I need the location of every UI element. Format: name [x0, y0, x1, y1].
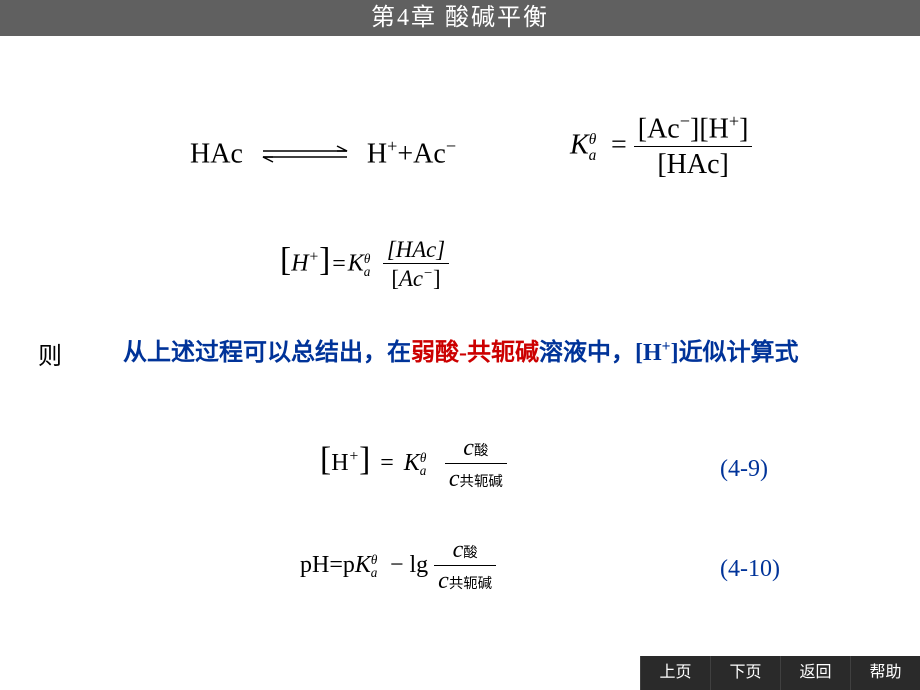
para-pre: 从上述过程可以总结出，在 — [123, 340, 411, 366]
eq1-h-plus: + — [387, 136, 397, 156]
help-button[interactable]: 帮助 — [850, 656, 920, 690]
para-mid: 溶液中， — [539, 340, 635, 366]
summary-paragraph: 从上述过程可以总结出，在弱酸-共轭碱溶液中，[H+]近似计算式 — [75, 326, 885, 374]
back-button[interactable]: 返回 — [780, 656, 850, 690]
ka-a: a — [589, 147, 597, 164]
eq1-h: H — [367, 138, 387, 169]
para-post: 近似计算式 — [679, 340, 799, 366]
equation-4-10: pH=pKθa − lg c酸 c共轭碱 — [300, 536, 496, 597]
eq-label-4-9: (4-9) — [720, 456, 768, 483]
eq1-hac: HAc — [190, 138, 243, 169]
prev-button[interactable]: 上页 — [640, 656, 710, 690]
label-then: 则 — [38, 336, 62, 371]
ka-k: K — [570, 130, 589, 161]
eq1-sep: + — [397, 138, 413, 169]
equation-ka: Kθa = [Ac−][H+] [HAc] — [570, 111, 752, 183]
chapter-title: 第4章 酸碱平衡 — [0, 0, 920, 36]
ka-theta: θ — [589, 131, 597, 148]
ka-eq: = — [611, 130, 627, 161]
eq-label-4-10: (4-10) — [720, 556, 780, 583]
ka-numerator: [Ac−][H+] — [634, 111, 753, 147]
slide-content: HAc H++Ac− Kθa = [Ac−][H+] [HAc] [H+]=Kθ… — [0, 36, 920, 656]
equation-h-derivation: [H+]=Kθa [HAc] [Ac−] — [280, 236, 449, 294]
equation-4-9: [H+] = Kθa c酸 c共轭碱 — [320, 434, 507, 495]
eq1-ac: Ac — [413, 138, 446, 169]
equilibrium-arrow-icon — [250, 136, 360, 168]
equation-dissociation: HAc H++Ac− — [190, 136, 456, 170]
ka-denominator: [HAc] — [634, 147, 753, 183]
nav-bar: 上页 下页 返回 帮助 — [640, 656, 920, 690]
next-button[interactable]: 下页 — [710, 656, 780, 690]
para-red: 弱酸-共轭碱 — [411, 340, 539, 366]
ka-fraction: [Ac−][H+] [HAc] — [634, 111, 753, 183]
eq1-ac-minus: − — [446, 136, 456, 156]
